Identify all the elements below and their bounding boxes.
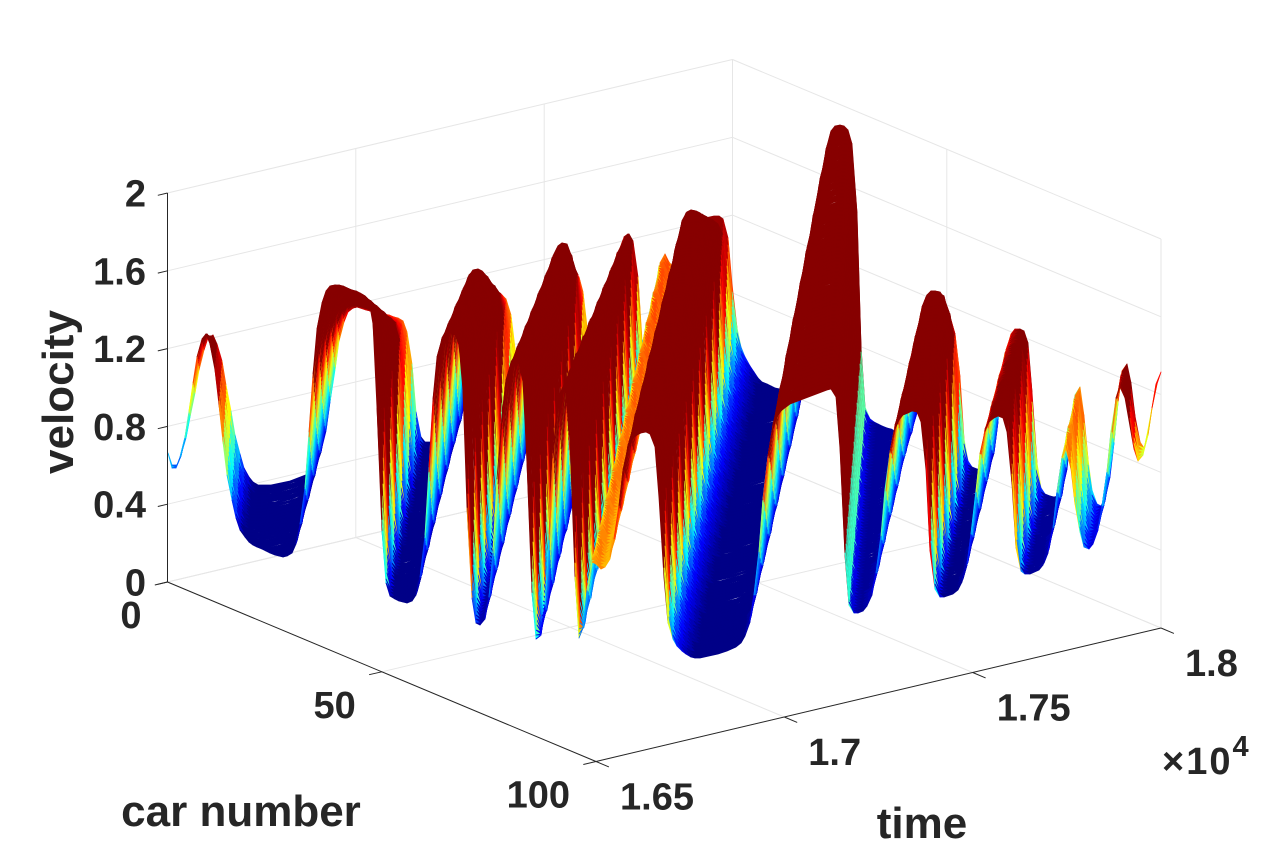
svg-text:1.75: 1.75 bbox=[997, 688, 1071, 730]
svg-text:50: 50 bbox=[314, 685, 356, 727]
svg-text:×104: ×104 bbox=[1162, 731, 1251, 783]
svg-text:1.7: 1.7 bbox=[808, 732, 861, 774]
svg-text:1.2: 1.2 bbox=[93, 329, 146, 371]
svg-text:100: 100 bbox=[507, 775, 570, 817]
svg-text:0.4: 0.4 bbox=[93, 485, 146, 527]
svg-text:time: time bbox=[877, 799, 967, 848]
svg-text:1.8: 1.8 bbox=[1185, 643, 1238, 685]
svg-text:0: 0 bbox=[125, 563, 146, 605]
svg-text:0.8: 0.8 bbox=[93, 407, 146, 449]
svg-text:0: 0 bbox=[120, 595, 141, 637]
svg-text:2: 2 bbox=[125, 174, 146, 216]
svg-text:velocity: velocity bbox=[34, 310, 83, 474]
svg-text:1.6: 1.6 bbox=[93, 251, 146, 293]
svg-text:1.65: 1.65 bbox=[620, 777, 694, 819]
svg-text:car number: car number bbox=[121, 787, 361, 836]
